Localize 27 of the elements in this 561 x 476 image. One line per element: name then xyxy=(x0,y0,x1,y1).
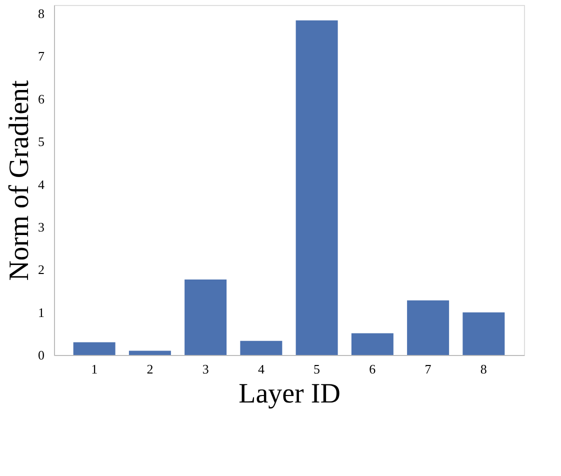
y-tick-label: 5 xyxy=(38,134,44,150)
y-axis-title: Norm of Gradient xyxy=(4,80,35,281)
y-tick-label: 2 xyxy=(38,262,44,278)
y-tick-label: 4 xyxy=(38,176,45,192)
bar xyxy=(296,20,338,355)
y-tick-label: 8 xyxy=(38,6,44,22)
y-tick-label: 0 xyxy=(38,348,44,362)
x-tick-label: 2 xyxy=(146,362,154,376)
bar xyxy=(351,333,394,355)
y-tick-label: 7 xyxy=(38,48,45,64)
bar xyxy=(184,279,227,355)
bar xyxy=(128,350,171,355)
bar xyxy=(240,340,282,355)
y-tick-label: 1 xyxy=(38,304,44,320)
x-tick-label: 3 xyxy=(202,362,209,376)
bar xyxy=(407,300,450,355)
x-tick-label: 5 xyxy=(314,362,320,376)
x-tick-label: 7 xyxy=(424,362,432,376)
y-tick-label: 3 xyxy=(38,219,44,234)
bar xyxy=(73,342,116,355)
x-tick-label: 1 xyxy=(91,362,98,376)
bar xyxy=(462,312,505,355)
x-tick-label: 8 xyxy=(480,362,487,376)
x-tick-label: 6 xyxy=(369,362,376,376)
y-tick-label: 6 xyxy=(38,91,45,106)
x-axis-title: Layer ID xyxy=(238,378,340,410)
x-tick-label: 4 xyxy=(258,362,265,376)
